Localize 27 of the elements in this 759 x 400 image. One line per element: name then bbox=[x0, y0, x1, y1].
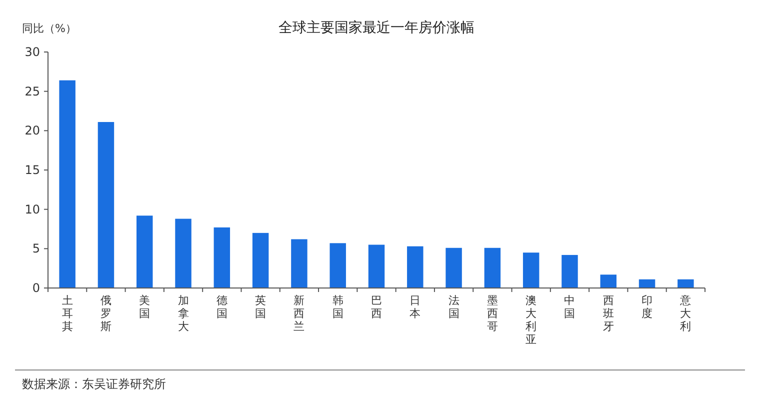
x-tick-label: 澳大利亚 bbox=[526, 294, 537, 346]
x-tick-label: 巴西 bbox=[371, 294, 382, 320]
y-tick-label: 5 bbox=[32, 242, 40, 256]
y-tick-label: 25 bbox=[24, 84, 40, 98]
y-tick-label: 10 bbox=[24, 202, 40, 216]
ylabel: 同比（%） bbox=[22, 22, 76, 35]
x-tick-label: 墨西哥 bbox=[486, 294, 498, 333]
y-tick-label: 30 bbox=[24, 45, 40, 59]
x-tick-label: 加拿大 bbox=[178, 294, 189, 333]
x-tick-label: 中国 bbox=[564, 294, 576, 320]
x-tick-label: 美国 bbox=[139, 294, 150, 320]
x-tick-label: 英国 bbox=[255, 294, 266, 320]
x-tick-label: 意大利 bbox=[679, 294, 692, 333]
x-tick-label: 西班牙 bbox=[602, 294, 614, 333]
x-tick-label: 韩国 bbox=[332, 294, 344, 320]
x-tick-label: 法国 bbox=[448, 294, 460, 320]
x-tick-label: 新西兰 bbox=[294, 294, 305, 333]
title: 全球主要国家最近一年房价涨幅 bbox=[278, 20, 474, 36]
x-tick-label: 印度 bbox=[642, 294, 653, 320]
source-note: 数据来源：东吴证券研究所 bbox=[22, 377, 166, 391]
y-tick-label: 0 bbox=[32, 281, 40, 295]
x-tick-label: 日本 bbox=[410, 294, 421, 320]
y-tick-label: 15 bbox=[24, 163, 40, 177]
x-tick-label: 俄罗斯 bbox=[100, 294, 112, 333]
x-tick-label: 土耳其 bbox=[62, 294, 73, 333]
y-tick-label: 20 bbox=[24, 124, 40, 138]
x-tick-label: 德国 bbox=[216, 294, 228, 320]
